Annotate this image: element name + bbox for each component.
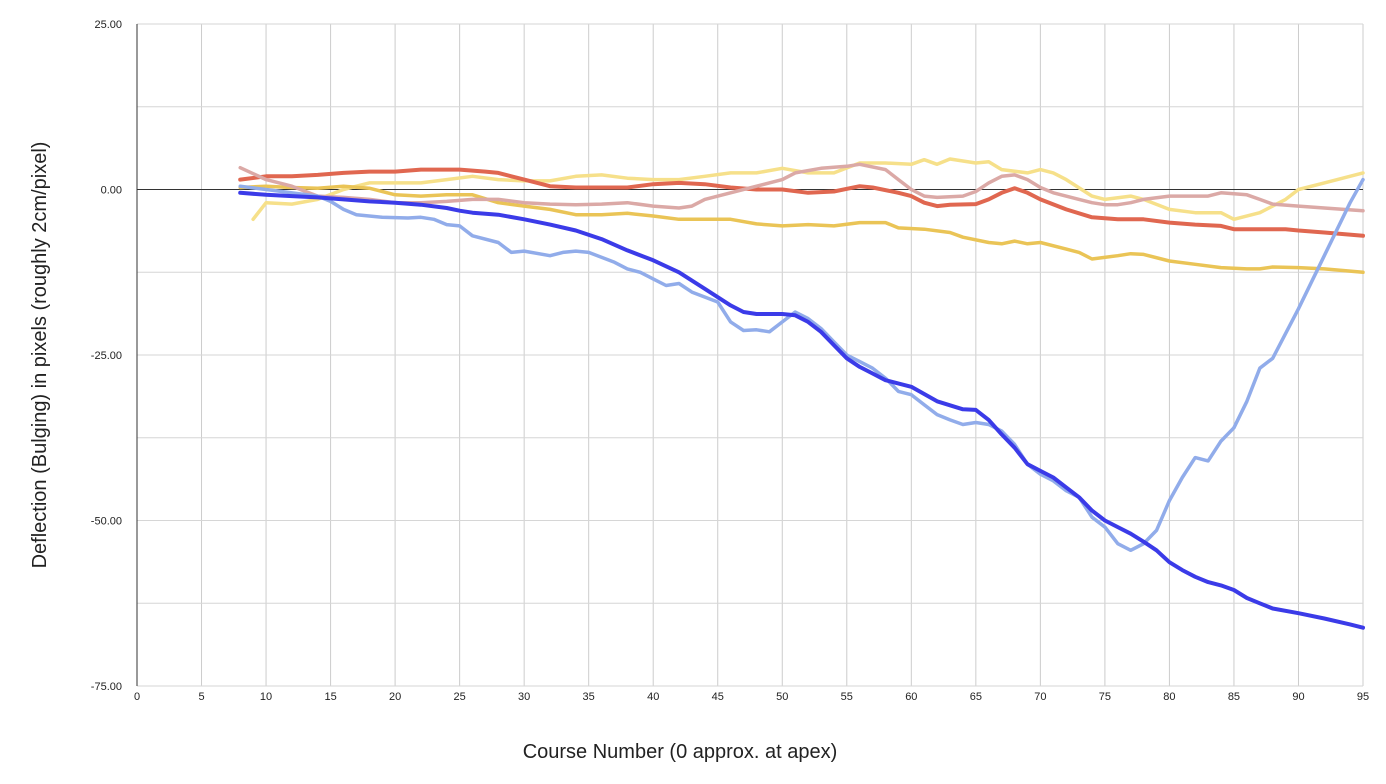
x-tick-label: 10 bbox=[260, 691, 272, 703]
x-tick-label: 30 bbox=[518, 691, 530, 703]
x-tick-label: 0 bbox=[134, 691, 140, 703]
tick-labels: 0 5 10 15 20 25 30 35 40 45 50 55 60 65 70 75 80 85 90 95 25… bbox=[91, 19, 1369, 703]
x-tick-label: 45 bbox=[712, 691, 724, 703]
y-tick-label: -75.00 bbox=[91, 681, 122, 693]
series-line-3 bbox=[238, 167, 1365, 238]
x-tick-label: 60 bbox=[905, 691, 917, 703]
x-tick-label: 90 bbox=[1292, 691, 1304, 703]
y-axis-title: Deflection (Bulging) in pixels (roughly … bbox=[29, 142, 51, 569]
x-tick-label: 80 bbox=[1163, 691, 1175, 703]
y-tick-label: -25.00 bbox=[91, 350, 122, 362]
series-line-2 bbox=[238, 184, 1365, 275]
gridlines bbox=[136, 23, 1364, 687]
y-tick-label: 25.00 bbox=[94, 19, 122, 31]
x-tick-label: 40 bbox=[647, 691, 659, 703]
x-axis-title: Course Number (0 approx. at apex) bbox=[523, 741, 838, 763]
x-tick-label: 65 bbox=[970, 691, 982, 703]
x-tick-label: 20 bbox=[389, 691, 401, 703]
y-tick-label: 0.00 bbox=[101, 185, 122, 197]
series-line-1 bbox=[251, 157, 1365, 222]
x-tick-label: 15 bbox=[324, 691, 336, 703]
series-line-6 bbox=[238, 190, 1365, 630]
x-tick-label: 5 bbox=[198, 691, 204, 703]
series-line-5 bbox=[238, 177, 1365, 553]
y-tick-label: -50.00 bbox=[91, 516, 122, 528]
x-tick-label: 25 bbox=[454, 691, 466, 703]
x-tick-label: 50 bbox=[776, 691, 788, 703]
x-tick-label: 95 bbox=[1357, 691, 1369, 703]
x-tick-label: 70 bbox=[1034, 691, 1046, 703]
x-tick-label: 85 bbox=[1228, 691, 1240, 703]
series-lines bbox=[238, 157, 1365, 630]
x-tick-label: 75 bbox=[1099, 691, 1111, 703]
x-tick-label: 55 bbox=[841, 691, 853, 703]
x-tick-label: 35 bbox=[583, 691, 595, 703]
series-line-4 bbox=[238, 162, 1365, 213]
